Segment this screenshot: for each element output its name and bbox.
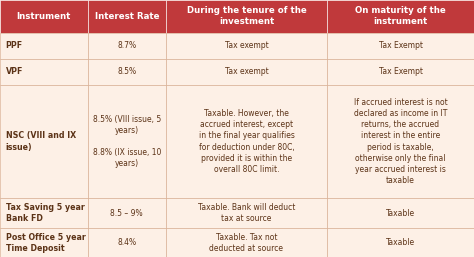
- Text: If accrued interest is not
declared as income in IT
returns, the accrued
interes: If accrued interest is not declared as i…: [354, 98, 447, 185]
- Text: During the tenure of the
investment: During the tenure of the investment: [187, 6, 306, 26]
- Bar: [327, 198, 474, 228]
- Text: 8.5 – 9%: 8.5 – 9%: [110, 209, 143, 218]
- Text: 8.4%: 8.4%: [117, 238, 137, 247]
- Bar: [88, 59, 166, 85]
- Bar: [88, 33, 166, 59]
- Bar: [0, 0, 88, 33]
- Bar: [166, 198, 327, 228]
- Text: Tax exempt: Tax exempt: [225, 67, 268, 76]
- Bar: [166, 85, 327, 198]
- Bar: [0, 85, 88, 198]
- Bar: [88, 198, 166, 228]
- Bar: [0, 228, 88, 257]
- Bar: [166, 59, 327, 85]
- Bar: [88, 228, 166, 257]
- Bar: [166, 33, 327, 59]
- Text: Taxable. Bank will deduct
tax at source: Taxable. Bank will deduct tax at source: [198, 203, 295, 223]
- Bar: [327, 0, 474, 33]
- Text: 8.7%: 8.7%: [117, 41, 137, 50]
- Text: 8.5%: 8.5%: [117, 67, 137, 76]
- Bar: [0, 198, 88, 228]
- Bar: [0, 59, 88, 85]
- Text: Instrument: Instrument: [17, 12, 71, 21]
- Text: 8.5% (VIII issue, 5
years)

8.8% (IX issue, 10
years): 8.5% (VIII issue, 5 years) 8.8% (IX issu…: [92, 115, 161, 168]
- Text: Taxable: Taxable: [386, 238, 415, 247]
- Bar: [327, 33, 474, 59]
- Text: Taxable. Tax not
deducted at source: Taxable. Tax not deducted at source: [210, 233, 283, 253]
- Text: On maturity of the
instrument: On maturity of the instrument: [355, 6, 446, 26]
- Text: Tax exempt: Tax exempt: [225, 41, 268, 50]
- Text: NSC (VIII and IX
issue): NSC (VIII and IX issue): [6, 131, 76, 152]
- Bar: [88, 85, 166, 198]
- Text: Tax Saving 5 year
Bank FD: Tax Saving 5 year Bank FD: [6, 203, 84, 223]
- Bar: [327, 85, 474, 198]
- Bar: [166, 228, 327, 257]
- Text: Tax Exempt: Tax Exempt: [379, 41, 422, 50]
- Text: VPF: VPF: [6, 67, 23, 76]
- Bar: [327, 59, 474, 85]
- Bar: [88, 0, 166, 33]
- Text: PPF: PPF: [6, 41, 23, 50]
- Bar: [327, 228, 474, 257]
- Text: Tax Exempt: Tax Exempt: [379, 67, 422, 76]
- Text: Post Office 5 year
Time Deposit: Post Office 5 year Time Deposit: [6, 233, 85, 253]
- Bar: [0, 33, 88, 59]
- Text: Interest Rate: Interest Rate: [94, 12, 159, 21]
- Text: Taxable: Taxable: [386, 209, 415, 218]
- Text: Taxable. However, the
accrued interest, except
in the final year qualifies
for d: Taxable. However, the accrued interest, …: [199, 109, 294, 174]
- Bar: [166, 0, 327, 33]
